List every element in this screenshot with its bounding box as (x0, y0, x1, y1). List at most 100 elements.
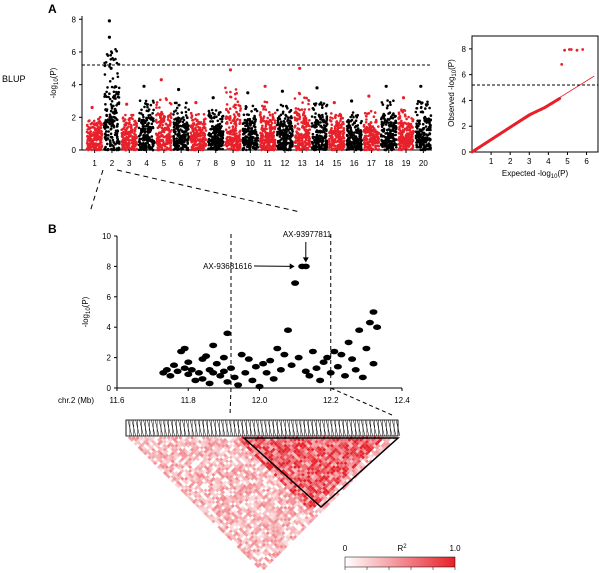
snp-point (335, 124, 338, 128)
snp-point (151, 112, 154, 115)
snp-point (201, 131, 204, 135)
snp-point (193, 133, 196, 136)
snp-point (106, 142, 109, 146)
snp-point (146, 137, 149, 140)
snp-point (155, 106, 158, 109)
snp-point (230, 147, 233, 150)
snp-point (325, 104, 328, 108)
snp-point (184, 114, 188, 117)
snp-point (180, 365, 189, 372)
snp-point (142, 115, 145, 119)
snp-point (116, 75, 120, 79)
snp-point (150, 116, 153, 119)
snp-point (238, 146, 242, 149)
qq-point (558, 97, 562, 100)
snp-point (248, 126, 251, 130)
snp-point (264, 124, 268, 128)
snp-point (152, 108, 155, 112)
snp-point (121, 144, 125, 147)
snp-point (241, 132, 245, 136)
snp-point (365, 148, 368, 152)
snp-point (146, 141, 149, 145)
snp-point (158, 125, 161, 128)
snp-point (212, 140, 215, 144)
snp-point (112, 115, 116, 119)
snp-point (371, 147, 374, 151)
snp-point (411, 138, 414, 141)
snp-point (294, 107, 298, 110)
snp-point (303, 126, 306, 129)
snp-point (395, 146, 398, 149)
snp-point (253, 114, 256, 118)
snp-point (138, 99, 142, 102)
snp-point (229, 90, 232, 94)
snp-point (112, 104, 115, 108)
snp-point (235, 137, 238, 140)
snp-point (249, 121, 252, 125)
snp-point (160, 146, 164, 150)
snp-point (364, 142, 368, 146)
snp-point (100, 130, 103, 133)
snp-point (164, 97, 168, 100)
snp-point (352, 145, 356, 149)
snp-point (263, 142, 266, 146)
snp-point (238, 130, 241, 134)
snp-point (168, 130, 172, 134)
snp-point (236, 118, 239, 121)
snp-point (261, 132, 264, 135)
snp-point (307, 123, 310, 127)
snp-point (346, 138, 350, 141)
snp-point (429, 144, 432, 147)
snp-point (350, 131, 354, 134)
snp-point (141, 113, 145, 117)
snp-point (355, 131, 359, 134)
snp-point (243, 136, 247, 139)
snp-point (303, 108, 307, 111)
snp-point (266, 116, 270, 120)
snp-point (325, 143, 329, 146)
snp-point (161, 134, 165, 138)
snp-point (355, 144, 359, 148)
snp-point (246, 145, 250, 148)
snp-point (419, 145, 423, 149)
snp-point (353, 131, 356, 134)
snp-point (90, 133, 93, 136)
snp-point (108, 113, 112, 116)
snp-point (221, 136, 225, 140)
snp-point (315, 133, 319, 137)
snp-point (321, 106, 324, 109)
snp-point (403, 127, 407, 130)
snp-point (155, 103, 158, 107)
snp-point (269, 124, 272, 128)
snp-point (190, 116, 193, 119)
snp-point (198, 376, 207, 382)
snp-point (86, 135, 89, 138)
snp-point (105, 90, 108, 94)
snp-point (204, 138, 207, 142)
snp-point (318, 115, 322, 119)
snp-point (189, 112, 193, 115)
snp-point (113, 107, 117, 111)
snp-point (422, 143, 425, 146)
snp-point (172, 139, 176, 143)
snp-point (138, 117, 141, 120)
annotation-ax-93977811: AX-93977811 (283, 230, 332, 239)
snp-point (110, 121, 113, 124)
snp-point (365, 130, 368, 134)
snp-point (283, 137, 287, 140)
snp-point (224, 86, 227, 90)
chromosome-label: 16 (350, 159, 359, 168)
chromosome-label: 15 (332, 159, 341, 168)
snp-point (137, 119, 141, 122)
snp-point (207, 109, 211, 113)
snp-point (194, 117, 197, 121)
snp-point (389, 147, 393, 150)
peak-snp-point (142, 84, 146, 88)
snp-point (424, 125, 428, 128)
snp-point (144, 99, 148, 103)
snp-point (145, 123, 149, 127)
snp-point (385, 106, 389, 110)
snp-point (139, 137, 143, 141)
snp-point (373, 111, 377, 114)
snp-point (234, 97, 237, 101)
